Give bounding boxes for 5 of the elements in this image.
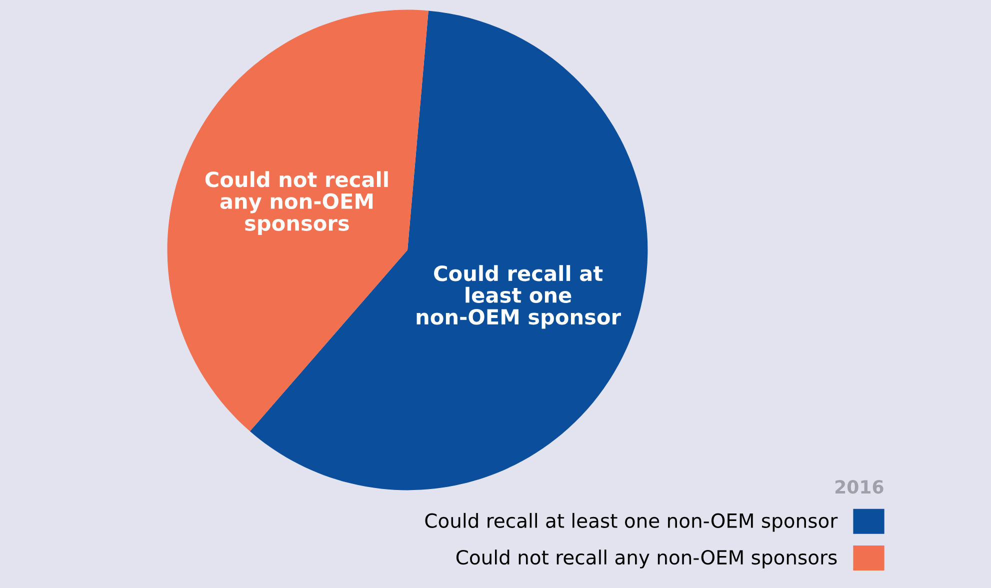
legend-label: Could not recall any non-OEM sponsors <box>456 550 837 568</box>
legend-label: Could recall at least one non-OEM sponsor <box>425 512 838 532</box>
slice-label: Could recall at least one non-OEM sponsor <box>416 265 621 329</box>
slice-label: Could not recall any non-OEM sponsors <box>205 171 388 235</box>
legend-title: 2016 <box>835 480 884 494</box>
